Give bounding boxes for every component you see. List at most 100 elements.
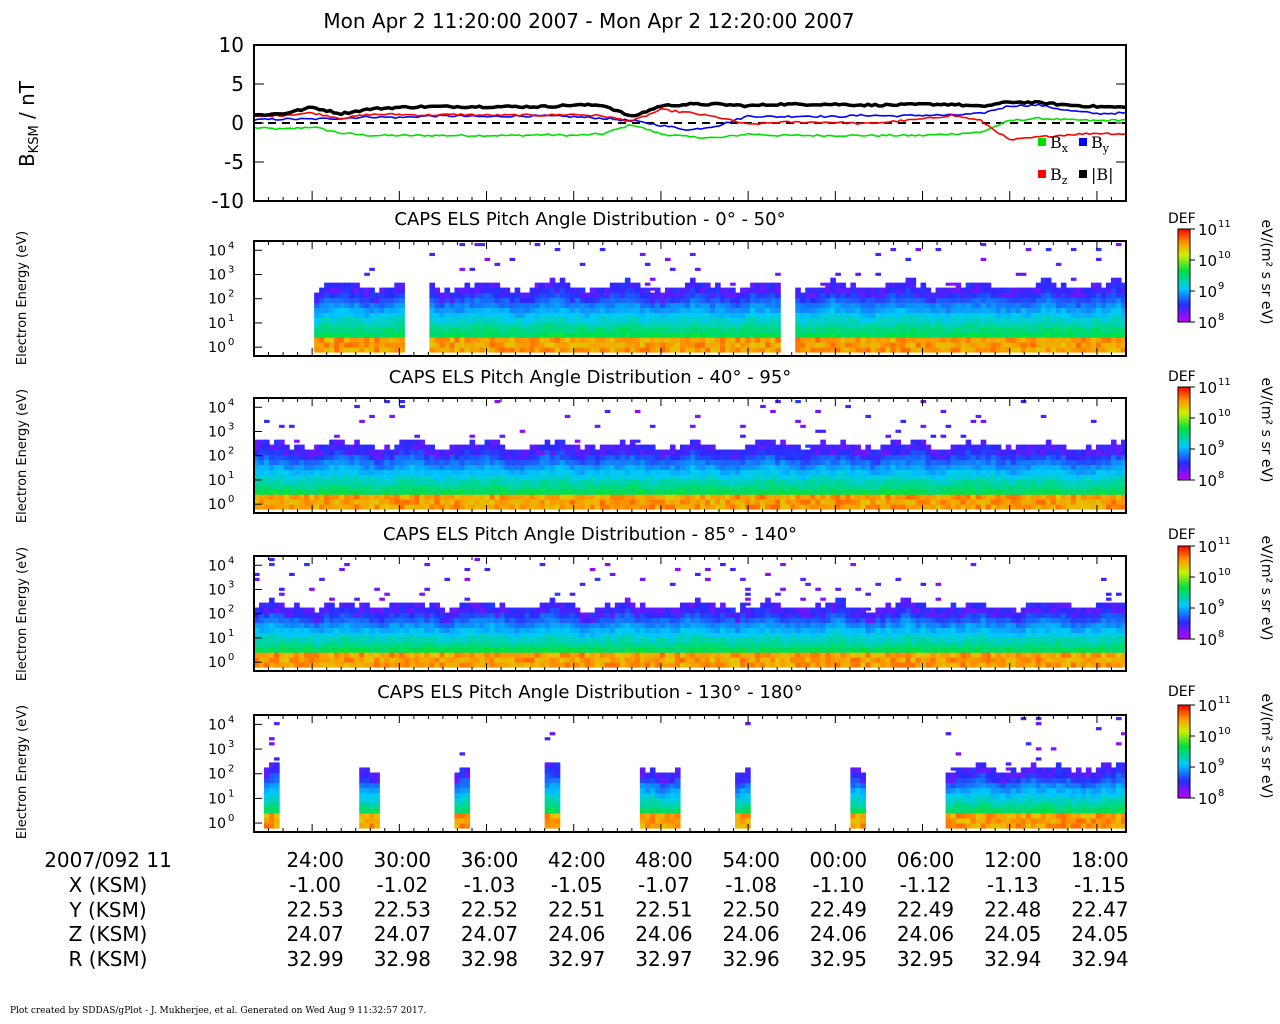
spectrogram-cell	[459, 479, 466, 485]
spectrogram-cell	[800, 302, 806, 309]
spectrogram-cell	[805, 474, 811, 480]
spectrogram-cell	[735, 464, 741, 470]
spectrogram-cell	[995, 499, 1002, 505]
spectrogram-cell	[654, 479, 661, 485]
spectrogram-cell	[259, 464, 265, 470]
spectrogram-cell	[935, 494, 942, 500]
spectrogram-cell	[604, 302, 611, 309]
spectrogram-cell	[289, 617, 295, 624]
spectrogram-cell	[459, 449, 466, 456]
spectrogram-cell	[584, 292, 591, 299]
spectrogram-cell	[554, 504, 561, 510]
spectrogram-cell	[835, 347, 841, 353]
spectrogram-cell	[895, 312, 902, 318]
spectrogram-cell	[679, 474, 686, 480]
spectrogram-cell	[840, 449, 846, 456]
spectrogram-ytick-label: 10	[208, 316, 226, 332]
spectrogram-cell	[1025, 484, 1032, 490]
spectrogram-cell	[985, 504, 992, 510]
spectrogram-cell	[945, 297, 952, 304]
spectrogram-cell	[354, 287, 360, 294]
spectrogram-cell	[1050, 464, 1057, 470]
spectrogram-cell	[469, 347, 476, 353]
spectrogram-cell	[695, 322, 701, 328]
spectrogram-cell	[740, 322, 746, 328]
spectrogram-cell	[1120, 342, 1127, 348]
spectrogram-cell	[414, 464, 420, 470]
spectrogram-cell	[349, 479, 355, 485]
spectrogram-cell	[955, 474, 962, 480]
spectrogram-cell	[905, 297, 912, 304]
spectrogram-cell	[654, 342, 661, 348]
spectrogram-cell	[705, 504, 711, 510]
spectrogram-cell	[1040, 464, 1047, 470]
spectrogram-cell	[439, 469, 446, 475]
spectrogram-cell	[925, 444, 932, 451]
spectrogram-cell	[564, 347, 571, 353]
spectrogram-cell	[870, 499, 877, 505]
spectrogram-cell	[1100, 292, 1107, 299]
spectrogram-cell	[1005, 449, 1012, 456]
spectrogram-cell	[419, 444, 425, 451]
spectrogram-cell	[539, 479, 546, 485]
spectrogram-cell	[264, 642, 270, 648]
spectrogram-cell	[815, 297, 821, 304]
spectrogram-cell	[299, 444, 305, 451]
spectrogram-cell	[730, 499, 736, 505]
spectrogram-cell	[299, 642, 305, 648]
spectrogram-cell	[624, 292, 631, 299]
spectrogram-cell	[1005, 297, 1012, 304]
spectrogram-cell	[965, 444, 972, 451]
spectrogram-cell	[985, 302, 992, 309]
spectrogram-cell	[860, 347, 867, 353]
spectrogram-ytick-exponent: 3	[228, 421, 234, 432]
spectrogram-cell	[970, 282, 977, 289]
spectrogram-cell	[304, 647, 310, 653]
spectrogram-cell	[494, 262, 501, 266]
spectrogram-ytick-exponent: 4	[228, 240, 234, 251]
spectrogram-cell	[715, 479, 721, 485]
spectrogram-cell	[930, 322, 937, 328]
spectrogram-cell	[379, 469, 385, 475]
spectrogram-cell	[890, 322, 897, 328]
spectrogram-cell	[339, 332, 345, 338]
spectrogram-cell	[319, 307, 325, 313]
spectrogram-cell	[990, 464, 997, 470]
spectrogram-cell	[434, 484, 441, 490]
spectrogram-cell	[1060, 479, 1067, 485]
spectrogram-cell	[980, 282, 987, 289]
spectrogram-cell	[820, 347, 826, 353]
spectrogram-cell	[815, 409, 821, 414]
spectrogram-cell	[344, 469, 350, 475]
spectrogram-cell	[254, 617, 260, 624]
spectrogram-cell	[1085, 342, 1092, 348]
spectrogram-cell	[534, 449, 541, 456]
spectrogram-cell	[569, 484, 576, 490]
spectrogram-cell	[289, 499, 295, 505]
spectrogram-cell	[825, 297, 831, 304]
spectrogram-cell	[720, 312, 726, 318]
spectrogram-cell	[995, 494, 1002, 500]
spectrogram-cell	[364, 327, 370, 333]
spectrogram-cell	[750, 327, 756, 333]
spectrogram-cell	[755, 317, 761, 323]
spectrogram-cell	[599, 342, 606, 348]
spectrogram-cell	[740, 454, 746, 461]
spectrogram-cell	[344, 444, 350, 451]
spectrogram-cell	[519, 474, 526, 480]
spectrogram-cell	[254, 662, 260, 668]
spectrogram-cell	[910, 479, 917, 485]
spectrogram-cell	[359, 454, 365, 461]
spectrogram-cell	[895, 317, 902, 323]
spectrogram-cell	[539, 312, 546, 318]
spectrogram-cell	[654, 287, 661, 294]
spectrogram-cell	[369, 347, 375, 353]
spectrogram-cell	[840, 464, 846, 470]
spectrogram-cell	[444, 489, 451, 495]
spectrogram-cell	[1100, 469, 1107, 475]
spectrogram-cell	[1040, 489, 1047, 495]
spectrogram-cell	[659, 297, 666, 304]
spectrogram-cell	[1070, 247, 1077, 252]
spectrogram-cell	[805, 449, 811, 456]
spectrogram-cell	[1045, 474, 1052, 480]
